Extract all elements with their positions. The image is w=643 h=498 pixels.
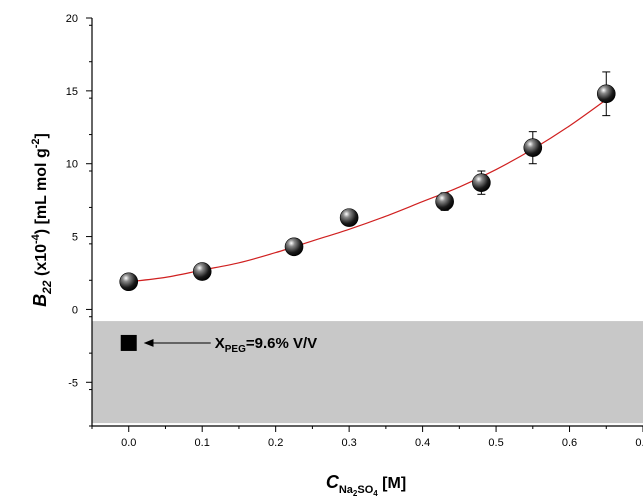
x-title-symbol: C	[326, 472, 340, 492]
y-title-exp2: -2	[30, 139, 42, 149]
x-title-sub-b: 2	[353, 489, 358, 498]
annotation-marker	[120, 334, 137, 351]
x-axis: 0.0 0.1 0.2 0.3 0.4 0.5 0.6 0.7	[91, 425, 643, 449]
shaded-region	[92, 321, 643, 424]
y-tick-label: 10	[66, 159, 78, 171]
annotation-label-main: X	[215, 335, 225, 352]
data-point	[596, 84, 616, 104]
y-title-sub: 22	[40, 280, 54, 295]
x-tick-label: 0.4	[415, 437, 430, 449]
y-title-symbol: B	[30, 294, 50, 307]
fit-curve	[128, 99, 607, 283]
x-tick-label: 0.7	[635, 437, 643, 449]
data-point	[119, 272, 139, 292]
x-tick-label: 0.6	[562, 437, 577, 449]
y-tick-label: -5	[68, 377, 78, 389]
data-point	[523, 138, 543, 157]
x-title-unit: [M]	[378, 475, 406, 492]
y-title-unit: ) [mL mol g	[33, 148, 50, 234]
y-axis-title: B22 (x10-4) [mL mol g-2]	[30, 133, 54, 307]
data-point	[472, 173, 491, 192]
x-title-sub-c: SO	[357, 484, 373, 496]
x-tick-label: 0.1	[195, 437, 210, 449]
data-point	[435, 192, 454, 211]
y-title-end: ]	[33, 133, 50, 138]
x-title-sub-a: Na	[339, 484, 354, 496]
y-tick-label: 0	[72, 304, 78, 316]
y-tick-label: 5	[72, 232, 78, 244]
data-point	[339, 208, 359, 227]
y-title-mid: (x10	[33, 244, 50, 281]
x-title-sub-d: 4	[373, 489, 378, 498]
annotation-label: XPEG=9.6% V/V	[215, 335, 317, 355]
x-axis-title: CNa2SO4 [M]	[326, 472, 406, 498]
annotation-label-rest: =9.6% V/V	[246, 335, 317, 352]
x-tick-label: 0.0	[121, 437, 136, 449]
data-point	[284, 237, 304, 257]
x-tick-label: 0.5	[488, 437, 503, 449]
annotation-label-sub: PEG	[225, 344, 246, 355]
y-title-exp1: -4	[30, 233, 42, 244]
y-tick-label: 20	[66, 13, 78, 25]
data-points	[119, 84, 616, 292]
y-axis: 20 15 10 5 0 -5	[66, 13, 93, 427]
x-tick-label: 0.3	[341, 437, 356, 449]
x-tick-label: 0.2	[268, 437, 283, 449]
y-tick-label: 15	[66, 86, 78, 98]
data-point	[192, 262, 212, 281]
error-bars	[124, 71, 611, 286]
